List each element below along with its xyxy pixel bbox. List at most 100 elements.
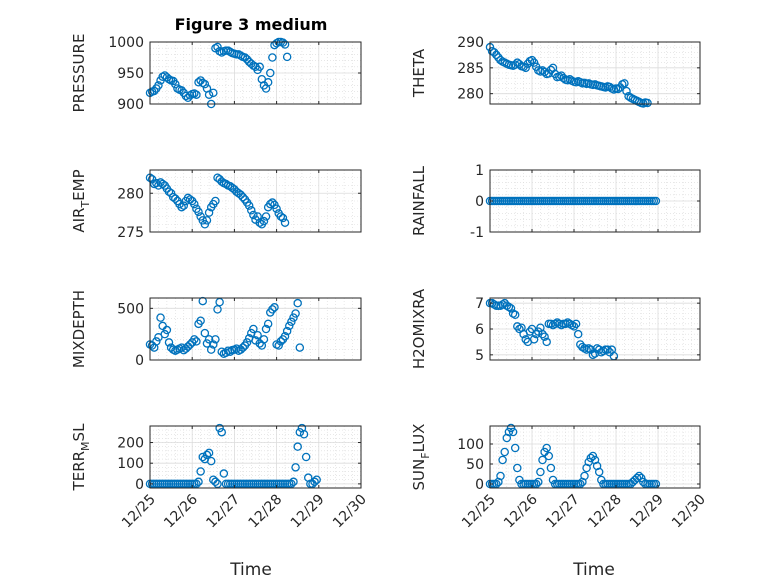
data-point: [588, 451, 598, 461]
axes-box: [149, 169, 362, 233]
data-point: [312, 475, 321, 484]
x-tick-label: 12/27: [543, 492, 583, 532]
figure-title: Figure 3 medium: [175, 15, 328, 34]
data-point: [209, 340, 218, 349]
data-point: [240, 53, 250, 62]
data-point: [177, 86, 186, 95]
data-point: [154, 81, 163, 90]
y-tick-label: -1: [470, 225, 484, 241]
data-point: [529, 335, 539, 344]
data-point: [295, 343, 305, 352]
data-point: [242, 338, 252, 347]
x-tick-label: 12/26: [501, 491, 541, 531]
y-tick-label: 900: [117, 97, 144, 113]
data-point: [206, 345, 216, 354]
y-axis-label: PRESSURE: [70, 34, 88, 113]
data-point: [156, 313, 165, 322]
data-point: [500, 447, 509, 457]
data-point: [215, 297, 224, 307]
data-point: [249, 324, 258, 334]
data-point: [204, 335, 214, 344]
data-point: [496, 55, 505, 65]
data-point: [211, 477, 220, 487]
y-axis-label: THETA: [410, 48, 428, 98]
data-point: [594, 345, 604, 354]
data-point: [274, 341, 283, 350]
data-point: [310, 477, 319, 487]
x-tick-label: 12/30: [669, 492, 709, 532]
data-point: [508, 427, 518, 437]
data-point: [510, 443, 520, 453]
data-point: [569, 322, 579, 331]
y-tick-label: 1000: [108, 35, 144, 51]
data-point: [293, 298, 302, 308]
data-point: [580, 344, 589, 353]
data-point: [584, 344, 593, 353]
data-point: [209, 88, 218, 98]
data-point: [276, 212, 286, 221]
subplot-7: 0 100 200 TERRMSL 12/25 12/26 12/27 12/28 12/29 1…: [70, 423, 370, 531]
y-tick-label: 0: [475, 477, 484, 493]
data-point: [293, 442, 302, 451]
data-point: [289, 313, 298, 322]
data-point: [204, 208, 214, 217]
data-point: [496, 301, 505, 310]
data-point: [287, 317, 296, 327]
data-point: [236, 190, 245, 200]
y-axis-label: RAINFALL: [410, 165, 428, 236]
data-point: [613, 84, 623, 94]
data-point: [489, 48, 499, 57]
axes-box: [149, 425, 362, 489]
data-point: [253, 330, 262, 340]
data-point: [278, 38, 288, 47]
data-point: [211, 335, 220, 344]
data-point: [536, 467, 545, 477]
data-point: [634, 471, 644, 481]
data-point: [213, 42, 222, 52]
data-point: [196, 467, 205, 476]
data-point: [563, 318, 572, 327]
data-point: [521, 63, 530, 73]
x-tick-label: 12/28: [246, 492, 286, 532]
data-point: [510, 310, 520, 320]
data-point: [291, 309, 300, 318]
data-point: [582, 345, 591, 354]
x-tick-label: 12/28: [585, 492, 625, 532]
data-point: [217, 177, 226, 186]
data-point: [213, 479, 222, 489]
data-point: [603, 345, 612, 354]
data-point: [594, 467, 604, 477]
data-point: [268, 53, 277, 62]
data-point: [515, 59, 524, 69]
data-point: [636, 473, 646, 483]
data-point: [200, 79, 210, 89]
data-point: [550, 319, 560, 329]
y-tick-label: 1: [475, 163, 484, 179]
data-point: [164, 338, 174, 347]
data-point: [192, 479, 201, 489]
data-point: [179, 201, 189, 210]
data-point: [211, 196, 220, 206]
data-point: [502, 301, 512, 310]
data-point: [588, 350, 598, 360]
data-point: [266, 68, 275, 78]
y-axis-label: MIXDEPTH: [70, 290, 88, 368]
data-point: [492, 50, 501, 60]
data-point: [555, 319, 564, 329]
data-point: [261, 324, 271, 334]
data-point: [542, 443, 551, 453]
data-point: [504, 427, 514, 437]
data-point: [259, 335, 269, 344]
y-tick-label: 5: [475, 348, 484, 364]
data-point: [255, 218, 264, 227]
data-point: [521, 335, 530, 344]
y-axis-label: TERRMSL: [70, 423, 92, 492]
data-point: [538, 329, 547, 339]
y-tick-label: 200: [117, 436, 144, 452]
data-point: [567, 320, 577, 330]
data-point: [217, 347, 226, 356]
data-point: [263, 319, 273, 329]
y-tick-label: 280: [117, 186, 144, 202]
x-tick-label: 12/29: [288, 492, 328, 532]
y-tick-label: 100: [117, 456, 144, 472]
